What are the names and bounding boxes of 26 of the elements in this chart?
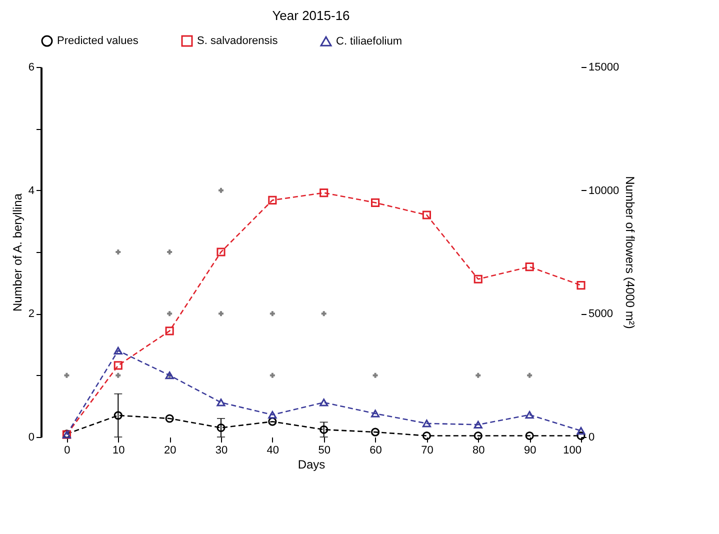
y-tick-label: 6: [28, 62, 34, 74]
x-tick-label: 90: [524, 444, 536, 456]
x-tick-label: 100: [563, 444, 582, 456]
y-tick-label: 0: [28, 432, 34, 444]
x-tick-label: 80: [472, 444, 485, 456]
x-axis-title: Days: [298, 458, 326, 472]
legend-label: Predicted values: [57, 35, 139, 47]
y-tick-label: 4: [28, 184, 34, 197]
chart-title: Year 2015-16: [272, 8, 350, 23]
y2-tick-label: 15000: [588, 62, 620, 74]
y-tick-label: 2: [28, 308, 34, 320]
y2-tick-label: 0: [588, 432, 595, 444]
y2-tick-label: 5000: [588, 308, 613, 320]
x-tick-label: 60: [370, 444, 382, 456]
y2-tick-label: 10000: [588, 184, 620, 197]
x-tick-label: 30: [215, 444, 228, 456]
y-axis-title: Number of A. beryllina: [10, 193, 24, 312]
y2-axis-title: Number of flowers (4000 m²): [623, 176, 638, 329]
x-tick-label: 0: [64, 444, 70, 456]
x-tick-label: 40: [266, 444, 280, 456]
legend-label: S. salvadorensis: [197, 35, 278, 47]
x-tick-label: 50: [318, 444, 330, 456]
x-tick-label: 70: [421, 444, 434, 456]
x-tick-label: 20: [164, 444, 176, 456]
legend-label: C. tiliaefolium: [336, 35, 402, 48]
x-tick-label: 10: [112, 444, 125, 456]
